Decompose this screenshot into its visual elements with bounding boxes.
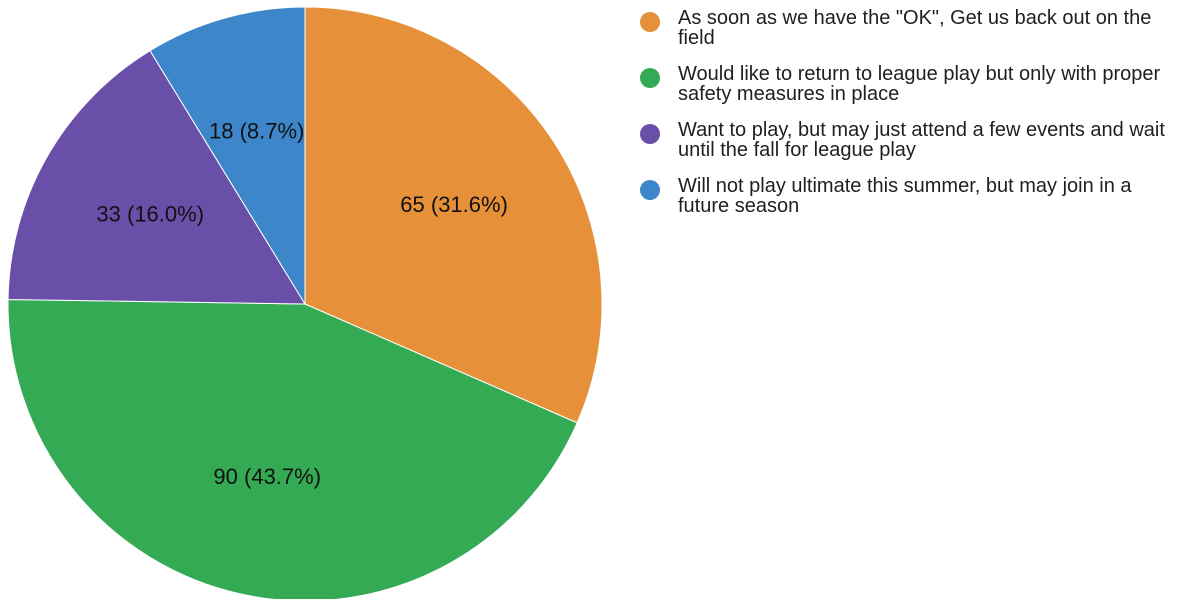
pie-slice-0: [304, 6, 603, 424]
legend-swatch-3: [640, 180, 660, 200]
pie-slice-2: [7, 49, 306, 305]
legend-swatch-2: [640, 124, 660, 144]
legend-item-3: Will not play ultimate this summer, but …: [640, 176, 1180, 216]
legend-item-2: Want to play, but may just attend a few …: [640, 120, 1180, 160]
pie-slices: [7, 6, 603, 599]
pie-slice-labels: 65 (31.6%) 90 (43.7%) 33 (16.0%) 18 (8.7%): [96, 118, 508, 489]
legend-item-0: As soon as we have the "OK", Get us back…: [640, 8, 1180, 48]
slice-label-2: 33 (16.0%): [96, 201, 204, 226]
legend-label-3: Will not play ultimate this summer, but …: [678, 175, 1132, 217]
legend: As soon as we have the "OK", Get us back…: [640, 8, 1180, 232]
legend-swatch-0: [640, 12, 660, 32]
slice-label-0: 65 (31.6%): [400, 192, 508, 217]
slice-label-3: 18 (8.7%): [209, 118, 304, 143]
pie-plot-area: 65 (31.6%) 90 (43.7%) 33 (16.0%) 18 (8.7%): [7, 6, 603, 599]
legend-swatch-1: [640, 68, 660, 88]
legend-item-1: Would like to return to league play but …: [640, 64, 1180, 104]
pie-slice-3: [149, 6, 306, 306]
slice-label-1: 90 (43.7%): [213, 464, 321, 489]
legend-label-2: Want to play, but may just attend a few …: [678, 119, 1165, 161]
legend-label-0: As soon as we have the "OK", Get us back…: [678, 7, 1152, 49]
pie-slice-1: [7, 298, 578, 599]
legend-label-1: Would like to return to league play but …: [678, 63, 1161, 105]
